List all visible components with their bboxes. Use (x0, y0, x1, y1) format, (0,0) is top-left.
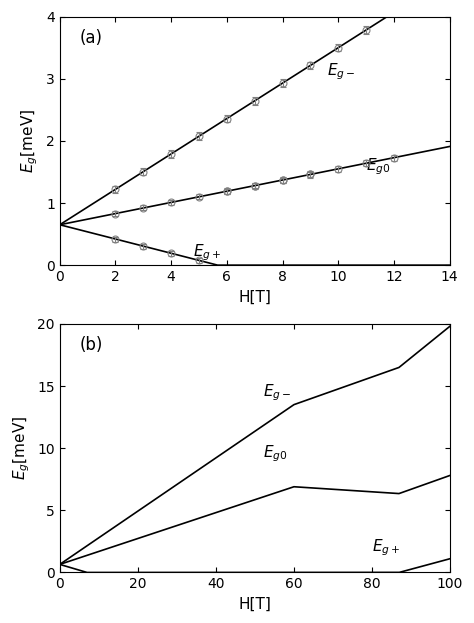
Text: $E_{g+}$: $E_{g+}$ (193, 242, 222, 263)
Text: $E_{g+}$: $E_{g+}$ (372, 538, 400, 558)
Text: (a): (a) (79, 29, 102, 47)
Text: $E_{g-}$: $E_{g-}$ (263, 382, 291, 402)
Text: (b): (b) (79, 336, 103, 354)
Text: $E_{g-}$: $E_{g-}$ (327, 62, 356, 82)
Y-axis label: $E_g$[meV]: $E_g$[meV] (20, 109, 40, 173)
Y-axis label: $E_g$[meV]: $E_g$[meV] (11, 416, 32, 480)
X-axis label: H[T]: H[T] (238, 290, 271, 305)
Text: $E_{g0}$: $E_{g0}$ (263, 443, 287, 464)
Text: $E_{g0}$: $E_{g0}$ (366, 157, 391, 178)
X-axis label: H[T]: H[T] (238, 597, 271, 612)
